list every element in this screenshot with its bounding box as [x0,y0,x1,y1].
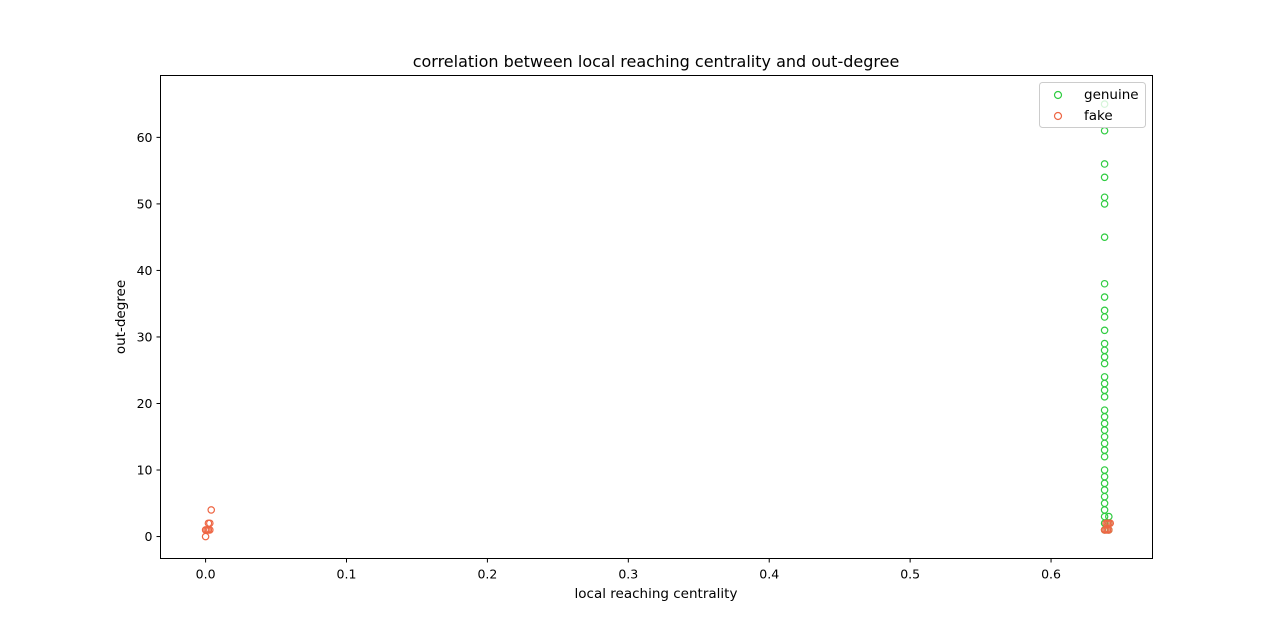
legend: genuine fake [1039,82,1146,128]
y-tick-label: 30 [137,329,153,344]
point-fake-15 [1106,519,1115,528]
point-genuine-29 [1100,293,1109,301]
legend-marker-fake [1053,111,1063,121]
point-genuine-14 [1100,426,1109,434]
point-genuine-20 [1100,379,1109,388]
point-genuine-21 [1100,373,1109,381]
y-axis-ticks: 0 10 20 30 40 50 60 [137,130,161,544]
point-genuine-11 [1100,446,1109,454]
y-tick-label: 10 [137,463,153,478]
point-genuine-4 [1100,499,1109,508]
y-tick-label: 20 [137,396,153,411]
point-genuine-30 [1100,279,1109,288]
point-fake-0 [201,532,210,541]
point-genuine-15 [1100,419,1109,428]
y-tick-label: 50 [137,196,153,211]
plot-frame [160,75,1153,559]
x-tick-label: 0.2 [477,567,497,582]
point-genuine-25 [1100,339,1109,348]
x-tick-label: 0.6 [1041,567,1061,582]
point-genuine-35 [1100,160,1109,168]
legend-label-genuine: genuine [1084,87,1139,103]
point-genuine-34 [1100,173,1109,182]
legend-marker-genuine [1053,90,1063,100]
point-genuine-31 [1100,233,1109,241]
point-genuine-36 [1100,126,1109,135]
point-genuine-12 [1100,439,1109,448]
point-genuine-19 [1100,386,1109,394]
point-genuine-13 [1100,432,1109,441]
point-genuine-8 [1100,472,1109,481]
x-axis-ticks: 0.0 0.1 0.2 0.3 0.4 0.5 0.6 [196,558,1061,582]
point-genuine-24 [1100,346,1109,355]
point-genuine-17 [1100,406,1109,414]
point-genuine-10 [1100,452,1109,461]
legend-box [1039,82,1146,128]
plot-points [201,100,1115,541]
point-genuine-9 [1100,466,1109,474]
point-genuine-28 [1100,306,1109,315]
point-genuine-7 [1100,479,1109,488]
point-genuine-26 [1100,326,1109,335]
y-axis-label: out-degree [113,280,129,354]
point-genuine-40 [1105,512,1113,521]
point-genuine-3 [1100,506,1109,514]
chart-title: correlation between local reaching centr… [413,52,900,71]
point-genuine-6 [1100,486,1109,494]
point-genuine-5 [1100,492,1109,501]
x-tick-label: 0.4 [759,567,779,582]
point-genuine-23 [1100,353,1109,361]
point-fake-6 [206,519,214,528]
x-axis-label: local reaching centrality [575,586,738,602]
x-tick-label: 0.1 [337,567,357,582]
point-genuine-27 [1100,313,1109,321]
legend-label-fake: fake [1084,108,1113,124]
y-tick-label: 40 [137,263,153,278]
y-tick-label: 0 [145,529,153,544]
x-tick-label: 0.3 [618,567,638,582]
point-genuine-18 [1100,393,1109,401]
y-tick-label: 60 [137,130,153,145]
point-genuine-32 [1100,200,1109,208]
point-genuine-16 [1100,412,1109,421]
point-fake-7 [207,506,216,514]
point-genuine-22 [1100,359,1109,368]
x-tick-label: 0.5 [900,567,920,582]
point-genuine-33 [1100,193,1109,202]
x-tick-label: 0.0 [196,567,216,582]
